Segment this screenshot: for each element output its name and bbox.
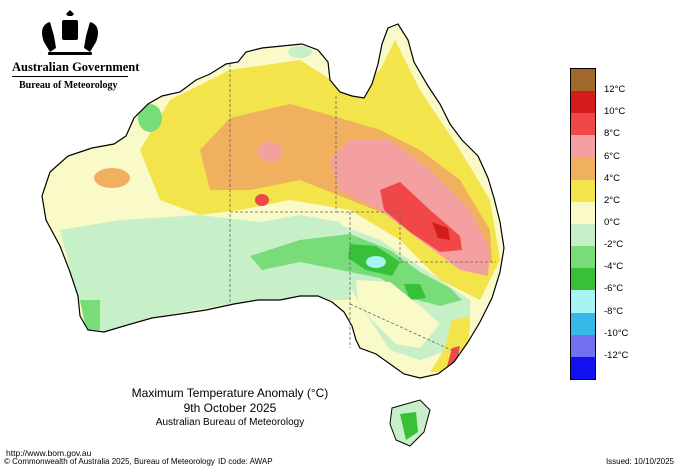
legend-label: -2°C	[604, 239, 624, 251]
map-caption: Maximum Temperature Anomaly (°C) 9th Oct…	[108, 386, 352, 429]
legend-swatch	[571, 157, 595, 181]
border-nsw-vic	[349, 303, 461, 355]
legend-swatch	[571, 69, 595, 92]
zone-0c-sa	[356, 280, 440, 348]
tasmania-m6c	[400, 412, 418, 440]
id-code: ID code: AWAP	[218, 457, 273, 466]
legend-swatch	[571, 290, 595, 314]
copyright-text: © Commonwealth of Australia 2025, Bureau…	[4, 457, 215, 466]
legend-swatch	[571, 224, 595, 247]
legend-swatch	[571, 113, 595, 136]
government-crest	[42, 10, 98, 55]
legend-swatch	[571, 334, 595, 358]
legend-label: 0°C	[604, 217, 620, 228]
government-title: Australian Government	[12, 60, 140, 74]
legend-swatch	[571, 268, 595, 291]
zone-m6c-2	[404, 284, 426, 300]
zone-8c-central	[255, 194, 269, 206]
zone-6c-central	[258, 142, 282, 162]
legend-swatch	[571, 91, 595, 114]
coastline	[41, 23, 505, 379]
legend-label: -4°C	[604, 261, 624, 273]
color-legend	[570, 68, 596, 380]
legend-swatch	[571, 179, 595, 203]
website-url[interactable]: http://www.bom.gov.au	[6, 448, 92, 458]
legend-label: 6°C	[604, 150, 620, 162]
map-title: Maximum Temperature Anomaly (°C)	[131, 386, 329, 400]
issued-date: Issued: 10/10/2025	[605, 457, 674, 466]
legend-label: 2°C	[604, 194, 620, 206]
zone-4c-nw	[94, 168, 130, 188]
legend-label: -8°C	[604, 305, 624, 317]
legend-label: 12°C	[604, 84, 626, 96]
zone-m8c	[366, 256, 386, 268]
legend-label: -12°C	[604, 349, 629, 361]
legend-swatch	[571, 246, 595, 269]
legend-swatch	[571, 312, 595, 336]
zone-10c	[432, 222, 450, 240]
legend-swatch	[571, 135, 595, 159]
bureau-title: Bureau of Meteorology	[19, 80, 118, 91]
legend-label: 8°C	[604, 128, 620, 140]
legend-label: 4°C	[604, 172, 620, 184]
legend-swatch	[571, 356, 595, 380]
legend-label: -10°C	[604, 327, 629, 339]
zone-m4c-sw	[80, 300, 100, 330]
crest-icon	[42, 10, 98, 55]
title-divider	[12, 76, 128, 77]
zone-m2c-top-end	[288, 46, 312, 58]
zone-m4c-kimberley	[138, 104, 162, 132]
map-date: 9th October 2025	[183, 401, 277, 415]
legend-label: 10°C	[604, 106, 626, 118]
map-organisation: Australian Bureau of Meteorology	[155, 417, 305, 428]
zone-m2c-west	[60, 215, 356, 334]
tasmania-outline	[389, 399, 431, 447]
legend-swatch	[571, 201, 595, 225]
state-borders	[229, 64, 496, 355]
legend-label: -6°C	[604, 283, 624, 295]
